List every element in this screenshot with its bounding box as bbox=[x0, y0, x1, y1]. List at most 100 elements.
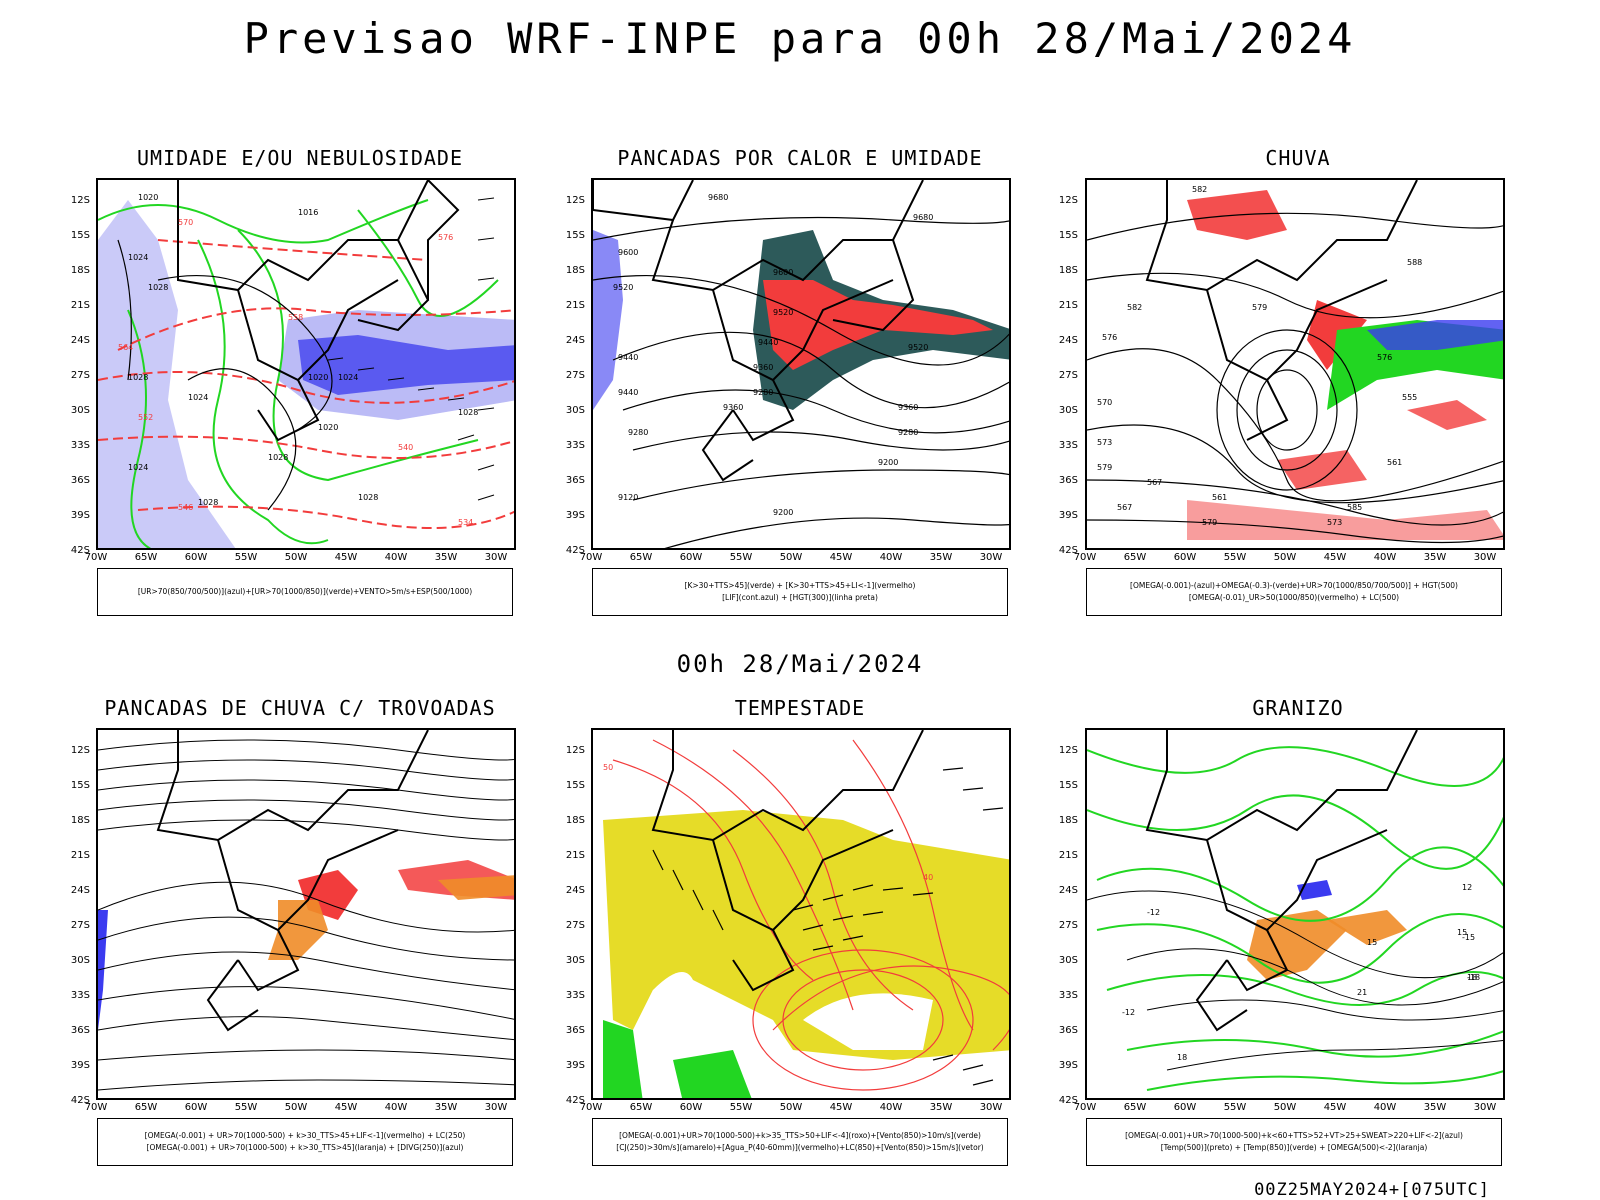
contour-label: -15 bbox=[1462, 933, 1475, 942]
lon-label: 40W bbox=[879, 1102, 903, 1113]
contour-label: 567 bbox=[1117, 503, 1132, 512]
lat-label: 33S bbox=[565, 990, 585, 1001]
lat-label: 27S bbox=[70, 920, 90, 931]
lat-label: 18S bbox=[565, 265, 585, 276]
map-chuva-graphic: 582 588 582 576 570 579 573 567 561 579 573 567 561 5… bbox=[1087, 180, 1503, 544]
lat-label: 30S bbox=[565, 955, 585, 966]
lon-label: 30W bbox=[1473, 1102, 1497, 1113]
lon-label: 55W bbox=[1223, 552, 1247, 563]
lon-label: 40W bbox=[384, 552, 408, 563]
contour-label: 18 bbox=[1177, 1053, 1187, 1062]
lat-label: 42S bbox=[70, 545, 90, 556]
map-umidade-graphic: 1020 1016 1024 1028 1020 1024 1028 1024 1028 1028… bbox=[98, 180, 514, 548]
lon-label: 55W bbox=[234, 1102, 258, 1113]
lon-label: 30W bbox=[979, 552, 1003, 563]
contour-label: 12 bbox=[1462, 883, 1472, 892]
legend-granizo: [OMEGA(-0.001)+UR>70(1000-500)+k<60+TTS>… bbox=[1086, 1118, 1502, 1166]
contour-label: 9680 bbox=[708, 193, 728, 202]
contour-label: 576 bbox=[1102, 333, 1117, 342]
lon-label: 65W bbox=[1123, 1102, 1147, 1113]
lon-label: 35W bbox=[1423, 1102, 1447, 1113]
legend-line: [OMEGA(-0.001) + UR>70(1000-500) + k>30_… bbox=[144, 1131, 466, 1140]
contour-label: 40 bbox=[923, 873, 933, 882]
lat-label: 30S bbox=[1058, 955, 1078, 966]
contour-label: 9520 bbox=[908, 343, 928, 352]
lon-label: 60W bbox=[184, 552, 208, 563]
lat-label: 15S bbox=[1058, 780, 1078, 791]
contour-label: -12 bbox=[1122, 1008, 1135, 1017]
legend-line: [OMEGA(-0.001) + UR>70(1000-500) + k>30_… bbox=[146, 1143, 464, 1152]
legend-pancadas-trovoadas: [OMEGA(-0.001) + UR>70(1000-500) + k>30_… bbox=[97, 1118, 513, 1166]
lat-label: 12S bbox=[1058, 745, 1078, 756]
lat-label: 18S bbox=[1058, 265, 1078, 276]
contour-label: 9520 bbox=[613, 283, 633, 292]
lon-label: 65W bbox=[134, 1102, 158, 1113]
lat-label: 30S bbox=[1058, 405, 1078, 416]
lon-label: 40W bbox=[1373, 552, 1397, 563]
lon-label: 50W bbox=[779, 552, 803, 563]
contour-label: 1028 bbox=[268, 453, 288, 462]
contour-label: 534 bbox=[458, 518, 473, 527]
contour-label: 588 bbox=[1407, 258, 1422, 267]
lat-label: 42S bbox=[565, 1095, 585, 1106]
contour-label: 579 bbox=[1252, 303, 1267, 312]
lat-label: 42S bbox=[1058, 545, 1078, 556]
lat-label: 27S bbox=[565, 920, 585, 931]
lon-label: 50W bbox=[1273, 1102, 1297, 1113]
contour-label: 1028 bbox=[358, 493, 378, 502]
lon-label: 60W bbox=[184, 1102, 208, 1113]
contour-label: 570 bbox=[178, 218, 193, 227]
legend-line: [K>30+TTS>45](verde) + [K>30+TTS>45+LI<-… bbox=[684, 581, 916, 590]
lat-label: 15S bbox=[1058, 230, 1078, 241]
lat-label: 15S bbox=[565, 230, 585, 241]
map-pancadas-calor: 9680 9680 9600 9520 9600 9520 9520 9440 9440 9360… bbox=[591, 178, 1011, 550]
lon-label: 35W bbox=[1423, 552, 1447, 563]
legend-line: [OMEGA(-0.01)_UR>50(1000/850)(vermelho) … bbox=[1188, 593, 1400, 602]
lon-label: 30W bbox=[484, 552, 508, 563]
lon-label: 65W bbox=[1123, 552, 1147, 563]
lon-label: 40W bbox=[384, 1102, 408, 1113]
contour-label: -18 bbox=[1467, 973, 1480, 982]
contour-label: 1024 bbox=[338, 373, 358, 382]
contour-label: 1020 bbox=[318, 423, 338, 432]
contour-label: 570 bbox=[1097, 398, 1112, 407]
lat-label: 24S bbox=[565, 335, 585, 346]
lat-label: 27S bbox=[1058, 920, 1078, 931]
lat-label: 12S bbox=[1058, 195, 1078, 206]
contour-label: 1024 bbox=[128, 463, 148, 472]
lon-label: 40W bbox=[879, 552, 903, 563]
legend-line: [OMEGA(-0.001)+UR>70(1000-500)+k>35_TTS>… bbox=[619, 1131, 981, 1140]
lat-label: 42S bbox=[565, 545, 585, 556]
lat-label: 27S bbox=[565, 370, 585, 381]
contour-label: 21 bbox=[1357, 988, 1367, 997]
lon-label: 70W bbox=[579, 1102, 603, 1113]
lon-label: 30W bbox=[979, 1102, 1003, 1113]
contour-label: 582 bbox=[1127, 303, 1142, 312]
lon-label: 65W bbox=[629, 1102, 653, 1113]
lon-label: 50W bbox=[284, 552, 308, 563]
contour-label: 1028 bbox=[148, 283, 168, 292]
contour-label: 1024 bbox=[128, 253, 148, 262]
lon-label: 35W bbox=[929, 552, 953, 563]
lat-label: 15S bbox=[70, 780, 90, 791]
lon-label: 65W bbox=[629, 552, 653, 563]
legend-line: [LIF](cont.azul) + [HGT(300)](linha pret… bbox=[722, 593, 878, 602]
contour-label: 546 bbox=[178, 503, 193, 512]
lon-label: 35W bbox=[434, 552, 458, 563]
contour-label: 1020 bbox=[308, 373, 328, 382]
lon-label: 55W bbox=[729, 1102, 753, 1113]
lat-label: 18S bbox=[1058, 815, 1078, 826]
lon-label: 35W bbox=[929, 1102, 953, 1113]
map-tempestade: 50 40 bbox=[591, 728, 1011, 1100]
lat-label: 42S bbox=[1058, 1095, 1078, 1106]
lon-label: 60W bbox=[1173, 1102, 1197, 1113]
contour-label: 9280 bbox=[898, 428, 918, 437]
lat-label: 33S bbox=[565, 440, 585, 451]
lon-label: 45W bbox=[334, 552, 358, 563]
legend-line: [OMEGA(-0.001)+UR>70(1000-500)+k<60+TTS>… bbox=[1125, 1131, 1463, 1140]
lat-label: 21S bbox=[565, 850, 585, 861]
lat-label: 39S bbox=[1058, 510, 1078, 521]
footer-run-info: 00Z25MAY2024+[075UTC] bbox=[1254, 1180, 1490, 1200]
contour-label: 579 bbox=[1202, 518, 1217, 527]
lat-label: 39S bbox=[565, 510, 585, 521]
